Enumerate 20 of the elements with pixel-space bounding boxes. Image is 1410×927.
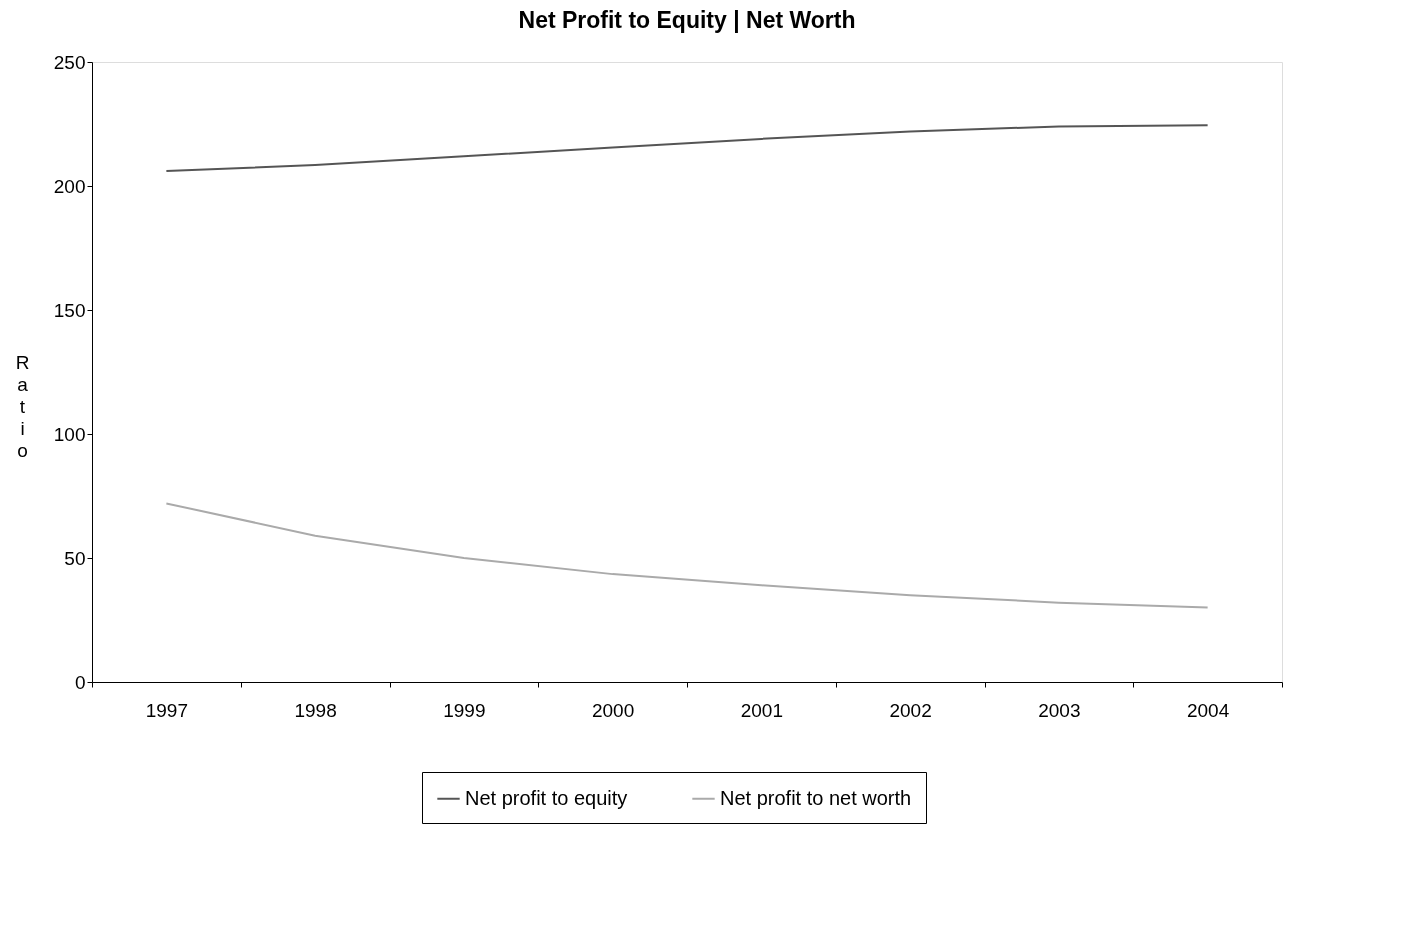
y-tick-label: 250: [53, 51, 86, 73]
y-tick-label: 150: [53, 299, 86, 321]
x-tick-label: 2002: [889, 699, 932, 721]
x-tick-label: 2004: [1186, 699, 1230, 721]
y-tick-label: 50: [64, 547, 86, 569]
y-tick-label: 0: [74, 671, 86, 693]
y-axis-title: Ratio: [15, 351, 30, 461]
x-tick-label: 1999: [443, 699, 486, 721]
line-series: [165, 502, 1209, 609]
x-tick-label: 1997: [145, 699, 189, 721]
x-tick-label: 2001: [740, 699, 784, 721]
legend-label: Net profit to equity: [465, 786, 628, 809]
x-tick-label: 2003: [1038, 699, 1081, 721]
legend-label: Net profit to net worth: [720, 786, 912, 809]
x-tick-label: 1998: [294, 699, 337, 721]
chart-title: Net Profit to Equity | Net Worth: [518, 7, 856, 33]
y-tick-label: 200: [53, 175, 86, 197]
line-series: [165, 124, 1209, 173]
y-tick-label: 100: [53, 423, 86, 445]
x-tick-label: 2000: [591, 699, 635, 721]
